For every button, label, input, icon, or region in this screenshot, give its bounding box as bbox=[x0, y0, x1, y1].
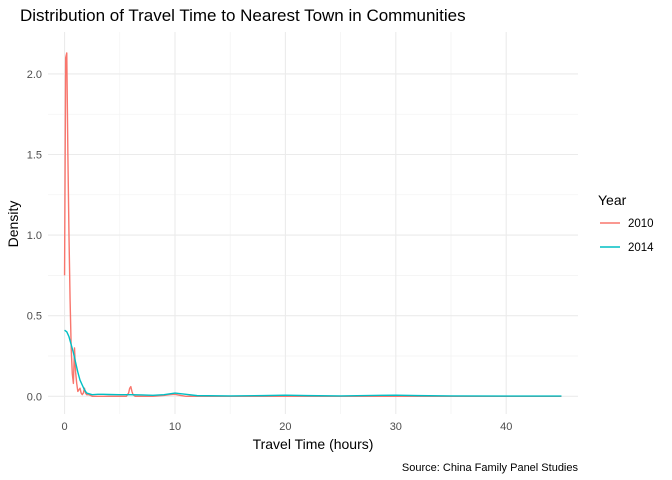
y-axis-label: Density bbox=[5, 201, 21, 248]
legend-title: Year bbox=[598, 192, 627, 208]
chart-title: Distribution of Travel Time to Nearest T… bbox=[20, 6, 466, 25]
x-axis-label: Travel Time (hours) bbox=[253, 436, 374, 452]
x-tick-label: 10 bbox=[169, 421, 181, 433]
y-tick-label: 0.0 bbox=[27, 391, 42, 403]
chart-caption: Source: China Family Panel Studies bbox=[402, 462, 579, 474]
x-tick-label: 30 bbox=[390, 421, 402, 433]
series-line-2014 bbox=[64, 329, 562, 397]
y-tick-label: 1.5 bbox=[27, 149, 42, 161]
x-axis-ticks: 0 10 20 30 40 bbox=[62, 421, 513, 433]
legend-label-2010: 2010 bbox=[628, 218, 654, 230]
y-tick-label: 2.0 bbox=[27, 69, 42, 81]
minor-gridlines bbox=[48, 32, 578, 414]
y-axis-ticks: 0.0 0.5 1.0 1.5 2.0 bbox=[27, 69, 42, 403]
series-lines bbox=[63, 52, 562, 397]
x-tick-label: 0 bbox=[62, 421, 68, 433]
legend-label-2014: 2014 bbox=[628, 242, 654, 254]
y-tick-label: 0.5 bbox=[27, 311, 42, 323]
x-tick-label: 20 bbox=[279, 421, 291, 433]
x-tick-label: 40 bbox=[500, 421, 512, 433]
y-tick-label: 1.0 bbox=[27, 230, 42, 242]
major-gridlines bbox=[48, 32, 578, 414]
legend: Year 2010 2014 bbox=[598, 192, 654, 254]
series-line-2010 bbox=[63, 52, 562, 397]
